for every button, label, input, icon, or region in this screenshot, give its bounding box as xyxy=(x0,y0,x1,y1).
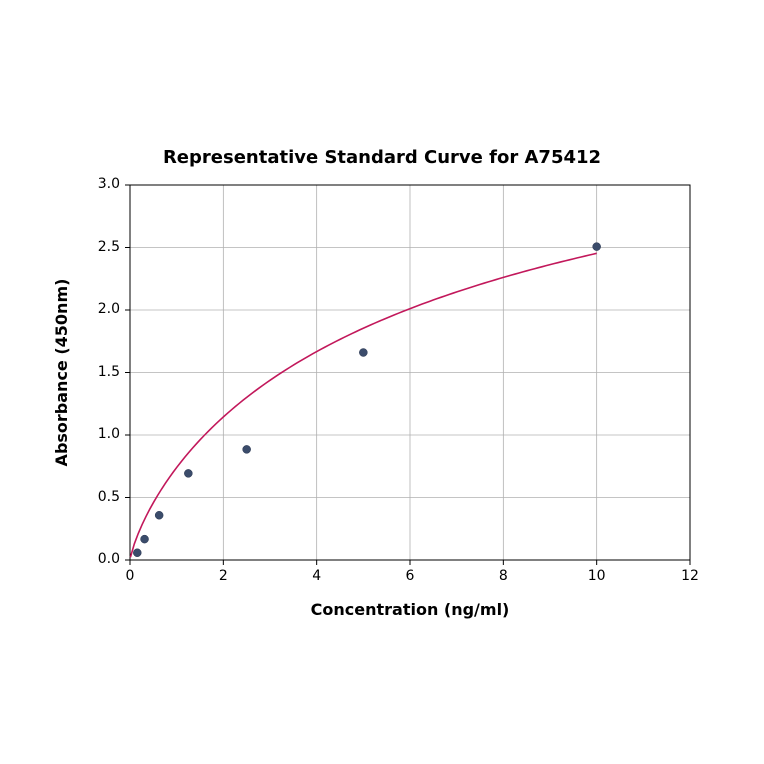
x-tick-label: 10 xyxy=(577,568,617,584)
x-tick-label: 4 xyxy=(297,568,337,584)
data-point xyxy=(593,243,601,251)
x-tick-label: 0 xyxy=(110,568,150,584)
y-tick-label: 2.5 xyxy=(98,239,120,255)
data-point xyxy=(359,349,367,357)
data-point xyxy=(243,445,251,453)
data-points xyxy=(133,243,600,557)
data-point xyxy=(133,549,141,557)
y-tick-label: 0.5 xyxy=(98,489,120,505)
axis-ticks xyxy=(125,185,690,565)
y-tick-label: 3.0 xyxy=(98,176,120,192)
y-tick-label: 2.0 xyxy=(98,301,120,317)
grid-lines xyxy=(130,185,690,560)
fitted-curve xyxy=(130,253,596,557)
chart-container: Representative Standard Curve for A75412… xyxy=(0,0,764,764)
data-point xyxy=(184,469,192,477)
chart-svg xyxy=(0,0,764,764)
curve-path xyxy=(130,253,596,557)
x-tick-label: 2 xyxy=(203,568,243,584)
data-point xyxy=(155,511,163,519)
x-tick-label: 6 xyxy=(390,568,430,584)
y-tick-label: 1.0 xyxy=(98,426,120,442)
x-tick-label: 12 xyxy=(670,568,710,584)
y-tick-label: 1.5 xyxy=(98,364,120,380)
data-point xyxy=(141,535,149,543)
x-tick-label: 8 xyxy=(483,568,523,584)
y-tick-label: 0.0 xyxy=(98,551,120,567)
